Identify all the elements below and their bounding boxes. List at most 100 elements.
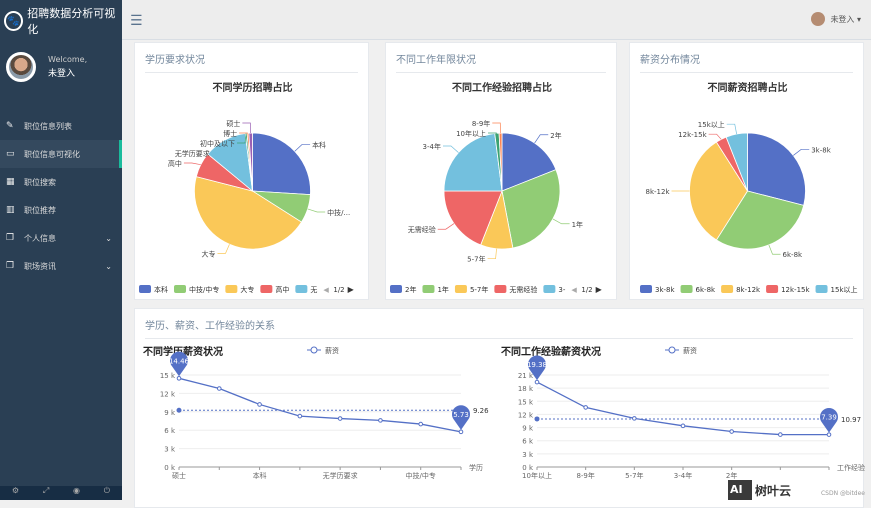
- slice-label: 6k-8k: [783, 251, 803, 259]
- sidebar-item-0[interactable]: ✎职位信息列表: [0, 112, 122, 140]
- slice-label: 硕士: [226, 119, 240, 128]
- data-point: [779, 433, 783, 437]
- data-point: [535, 380, 539, 384]
- slice-label: 12k-15k: [678, 131, 707, 139]
- slice-label: 2年: [550, 131, 561, 140]
- legend-swatch: [174, 285, 186, 293]
- slice-label: 高中: [168, 159, 182, 168]
- bar-chart-icon: ▥: [6, 205, 18, 215]
- line-chart-education-salary: 不同学历薪资状况薪资0 k3 k6 k9 k12 k15 k硕士本科无学历要求中…: [139, 339, 499, 499]
- fullscreen-icon[interactable]: ⤢: [43, 486, 49, 500]
- sidebar-item-4[interactable]: ❐ 个人信息 ⌄: [0, 224, 122, 252]
- slice-label: 大专: [201, 249, 215, 258]
- chart-title: 不同学历招聘占比: [213, 81, 293, 94]
- pie-chart-salary: 不同薪资招聘占比3k-8k6k-8k8k-12k12k-15k15k以上3k-8…: [630, 73, 865, 303]
- legend-next-icon: ▶: [348, 285, 355, 294]
- label-line: [709, 134, 722, 139]
- power-icon[interactable]: ⏻: [104, 486, 110, 500]
- slice-label: 5-7年: [467, 255, 485, 264]
- card-title: 不同工作年限状况: [396, 51, 606, 73]
- legend-swatch: [295, 285, 307, 293]
- sidebar-menu: ✎职位信息列表▭职位信息可视化▦职位搜索▥职位推荐❐个人信息⌄❐职场资讯⌄: [0, 112, 122, 280]
- y-tick-label: 15 k: [160, 372, 176, 380]
- pie-slice: [253, 133, 311, 195]
- profile: Welcome,未登入: [0, 42, 122, 92]
- sidebar-item-3[interactable]: ▥ 职位推荐: [0, 196, 122, 224]
- data-point: [459, 430, 463, 434]
- data-point: [633, 417, 637, 421]
- app-title: 招聘数据分析可视化: [27, 5, 122, 37]
- x-tick-label: 2年: [726, 471, 737, 480]
- data-point: [730, 430, 734, 434]
- legend-swatch: [543, 285, 555, 293]
- user-avatar: [811, 12, 825, 26]
- label-line: [184, 163, 201, 165]
- slice-label: 15k以上: [698, 120, 725, 129]
- slice-label: 本科: [312, 140, 326, 149]
- x-tick-label: 10年以上: [522, 471, 552, 480]
- slice-label: 初中及以下: [200, 139, 235, 148]
- mark-point-label: 14.46: [169, 357, 190, 365]
- legend-swatch: [225, 285, 237, 293]
- legend-page: 1/2: [581, 286, 592, 294]
- slice-label: 中技/...: [327, 208, 350, 217]
- sidebar-item-label: 个人信息: [24, 233, 56, 244]
- legend-label: 薪资: [325, 346, 339, 355]
- sidebar-item-label: 职位信息列表: [24, 121, 72, 132]
- eye-slash-icon[interactable]: ◉: [73, 486, 80, 500]
- slice-label: 3-4年: [423, 142, 441, 151]
- legend-prev-icon: ◀: [323, 286, 329, 294]
- chevron-down-icon[interactable]: ⌄: [105, 262, 112, 271]
- legend-swatch: [640, 285, 652, 293]
- slice-label: 10年以上: [456, 129, 486, 138]
- sidebar-item-label: 职位搜索: [24, 177, 56, 188]
- label-line: [295, 144, 310, 151]
- label-line: [242, 123, 250, 133]
- settings-icon[interactable]: ⚙: [12, 486, 19, 500]
- legend-item: 高中: [275, 285, 289, 294]
- menu-toggle-icon[interactable]: ☰: [130, 13, 143, 29]
- legend-item: 15k以上: [831, 285, 858, 294]
- slice-label: 1年: [572, 220, 583, 229]
- legend-label: 薪资: [683, 346, 697, 355]
- topbar-username: 未登入: [830, 14, 854, 25]
- sidebar: 🐾招聘数据分析可视化 Welcome,未登入 ✎职位信息列表▭职位信息可视化▦职…: [0, 0, 122, 500]
- legend-item: 无需经验: [509, 285, 537, 294]
- y-tick-label: 21 k: [518, 372, 534, 380]
- legend-item: 中技/中专: [189, 285, 219, 294]
- watermark-logo: AI: [728, 480, 752, 500]
- x-tick-label: 8-9年: [576, 471, 594, 480]
- sidebar-item-label: 职位推荐: [24, 205, 56, 216]
- x-tick-label: 无学历要求: [323, 471, 358, 480]
- sidebar-item-label: 职位信息可视化: [24, 149, 80, 160]
- clone-icon: ❐: [6, 233, 18, 243]
- brand[interactable]: 🐾招聘数据分析可视化: [0, 0, 122, 42]
- card-title: 学历、薪资、工作经验的关系: [145, 317, 853, 339]
- legend-swatch: [681, 285, 693, 293]
- chart-title: 不同薪资招聘占比: [708, 81, 788, 94]
- chart-title: 不同工作经验薪资状况: [501, 345, 601, 358]
- label-line: [553, 219, 570, 224]
- legend-swatch: [455, 285, 467, 293]
- sidebar-item-1[interactable]: ▭职位信息可视化: [0, 140, 122, 168]
- average-marker: [535, 416, 540, 421]
- y-tick-label: 18 k: [518, 385, 534, 393]
- data-point: [681, 424, 685, 428]
- legend-item: 无: [310, 286, 317, 294]
- chevron-down-icon[interactable]: ⌄: [105, 234, 112, 243]
- legend-marker: [669, 347, 675, 353]
- user-dropdown[interactable]: 未登入 ▾: [811, 12, 861, 26]
- paw-icon: 🐾: [4, 11, 23, 31]
- y-tick-label: 0 k: [522, 464, 534, 472]
- card-title: 薪资分布情况: [640, 51, 853, 73]
- legend-item: 本科: [154, 285, 168, 294]
- sidebar-item-2[interactable]: ▦职位搜索: [0, 168, 122, 196]
- x-tick-label: 3-4年: [674, 471, 692, 480]
- legend-item: 6k-8k: [696, 286, 716, 294]
- slice-label: 8k-12k: [646, 188, 671, 196]
- legend-item: 12k-15k: [781, 286, 810, 294]
- data-point: [217, 387, 221, 391]
- sidebar-item-5[interactable]: ❐职场资讯⌄: [0, 252, 122, 280]
